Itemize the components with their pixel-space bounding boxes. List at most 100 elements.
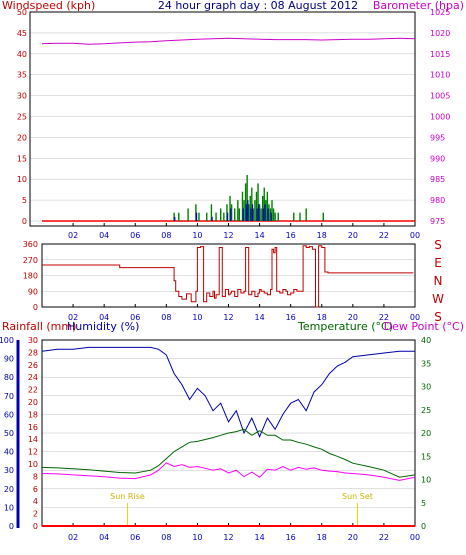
sun-marker-label: Sun Set <box>342 492 373 501</box>
wind-baro-x-tick-label: 12 <box>223 231 233 240</box>
barometer-tick-label: 980 <box>430 196 445 205</box>
barometer-tick-label: 995 <box>430 133 445 142</box>
dewpoint-axis-title: Dew Point (°C) <box>384 320 464 333</box>
wind-direction-x-tick-label: 14 <box>254 313 264 322</box>
barometer-tick-label: 1020 <box>430 29 450 38</box>
temperature-axis-title: Temperature (°C) <box>297 320 393 333</box>
humidity-line <box>41 346 415 438</box>
compass-label: S <box>434 310 442 324</box>
wind-baro-grid <box>30 11 415 222</box>
wind-baro-x-tick-label: 08 <box>161 231 171 240</box>
barometer-tick-label: 985 <box>430 175 445 184</box>
windspeed-tick-label: 25 <box>17 113 27 122</box>
wind-direction-x-tick-label: 00 <box>410 313 420 322</box>
rainfall-tick-label: 26 <box>28 361 38 370</box>
barometer-tick-label: 990 <box>430 154 445 163</box>
temp-humidity-x-tick-label: 12 <box>223 533 233 542</box>
barometer-tick-label: 1010 <box>430 71 450 80</box>
temperature-tick-label: 25 <box>421 406 431 415</box>
temperature-tick-label: 40 <box>421 336 431 345</box>
rainfall-tick-label: 24 <box>28 373 38 382</box>
wind-direction-x-tick-label: 20 <box>348 313 358 322</box>
wind-direction-x-tick-label: 10 <box>192 313 202 322</box>
rainfall-axis-title: Rainfall (mm) <box>2 320 76 333</box>
humidity-tick-label: 50 <box>4 429 14 438</box>
temp-humidity-x-tick-label: 08 <box>161 533 171 542</box>
wind-direction-x-tick-label: 18 <box>317 313 327 322</box>
humidity-tick-label: 10 <box>4 503 14 512</box>
wind-baro-x-axis: 02 04 06 08 10 12 14 16 18 20 22 00 <box>68 223 420 240</box>
wind-direction-x-tick-label: 22 <box>379 313 389 322</box>
wind-direction-x-tick-label: 08 <box>161 313 171 322</box>
windspeed-axis: 0 5 10 15 20 25 30 35 40 45 50 <box>17 8 27 226</box>
wind-baro-x-tick-label: 10 <box>192 231 202 240</box>
chart-title: 24 hour graph day : 08 August 2012 <box>158 0 358 12</box>
rainfall-tick-label: 4 <box>33 497 38 506</box>
wind-direction-tick-label: 0 <box>33 303 38 312</box>
wind-direction-axis: 0 90 180 270 360 <box>23 240 38 312</box>
temp-humidity-x-tick-label: 18 <box>317 533 327 542</box>
gust-bars <box>42 175 415 222</box>
temperature-tick-label: 0 <box>421 522 426 531</box>
wind-direction-line <box>42 245 414 308</box>
temperature-tick-label: 5 <box>421 499 426 508</box>
wind-average-bars <box>174 200 272 221</box>
barometer-axis-title: Barometer (hpa) <box>373 0 464 12</box>
rainfall-tick-label: 18 <box>28 410 38 419</box>
temp-humidity-x-axis: 02 04 06 08 10 12 14 16 18 20 22 00 <box>68 523 420 542</box>
wind-direction-x-axis: 02 04 06 08 10 12 14 16 18 20 22 00 <box>68 304 420 322</box>
wind-direction-grid <box>42 243 415 308</box>
windspeed-axis-title: Windspeed (kph) <box>2 0 95 12</box>
barometer-tick-label: 975 <box>430 217 445 226</box>
barometer-tick-label: 1005 <box>430 92 450 101</box>
temperature-axis: 0 5 10 15 20 25 30 35 40 <box>421 336 431 531</box>
windspeed-tick-label: 20 <box>17 133 27 142</box>
rainfall-tick-label: 0 <box>33 522 38 531</box>
temperature-tick-label: 30 <box>421 383 431 392</box>
rainfall-tick-label: 8 <box>33 472 38 481</box>
windspeed-tick-label: 5 <box>22 196 27 205</box>
barometer-tick-label: 1025 <box>430 8 450 17</box>
temperature-line <box>41 428 416 478</box>
rainfall-tick-label: 10 <box>28 460 38 469</box>
wind-baro-x-tick-label: 04 <box>99 231 109 240</box>
temp-humidity-x-tick-label: 04 <box>99 533 109 542</box>
wind-baro-x-tick-label: 18 <box>317 231 327 240</box>
sun-marker-label: Sun Rise <box>110 492 145 501</box>
windspeed-tick-label: 35 <box>17 71 27 80</box>
windspeed-tick-label: 15 <box>17 154 27 163</box>
temp-humidity-x-tick-label: 00 <box>410 533 420 542</box>
wind-direction-tick-label: 180 <box>23 272 38 281</box>
rainfall-tick-label: 16 <box>28 423 38 432</box>
temperature-tick-label: 10 <box>421 476 431 485</box>
humidity-tick-label: 40 <box>4 448 14 457</box>
windspeed-tick-label: 50 <box>17 8 27 17</box>
temp-humidity-x-tick-label: 14 <box>254 533 264 542</box>
humidity-tick-label: 20 <box>4 485 14 494</box>
wind-baro-x-tick-label: 06 <box>130 231 140 240</box>
compass-label: S <box>434 238 442 252</box>
wind-direction-x-tick-label: 02 <box>68 313 78 322</box>
humidity-tick-label: 90 <box>4 355 14 364</box>
wind-baro-x-tick-label: 22 <box>379 231 389 240</box>
rainfall-tick-label: 12 <box>28 448 38 457</box>
windspeed-tick-label: 30 <box>17 92 27 101</box>
wind-direction-tick-label: 270 <box>23 256 38 265</box>
wind-baro-x-tick-label: 16 <box>286 231 296 240</box>
windspeed-tick-label: 10 <box>17 175 27 184</box>
wind-baro-x-tick-label: 00 <box>410 231 420 240</box>
wind-baro-x-tick-label: 14 <box>254 231 264 240</box>
wind-direction-tick-label: 90 <box>28 287 38 296</box>
temp-humidity-x-tick-label: 10 <box>192 533 202 542</box>
rainfall-tick-label: 6 <box>33 485 38 494</box>
wind-direction-x-tick-label: 12 <box>223 313 233 322</box>
temperature-tick-label: 20 <box>421 429 431 438</box>
windspeed-tick-label: 45 <box>17 29 27 38</box>
windspeed-tick-label: 0 <box>22 217 27 226</box>
barometer-line <box>41 37 416 45</box>
